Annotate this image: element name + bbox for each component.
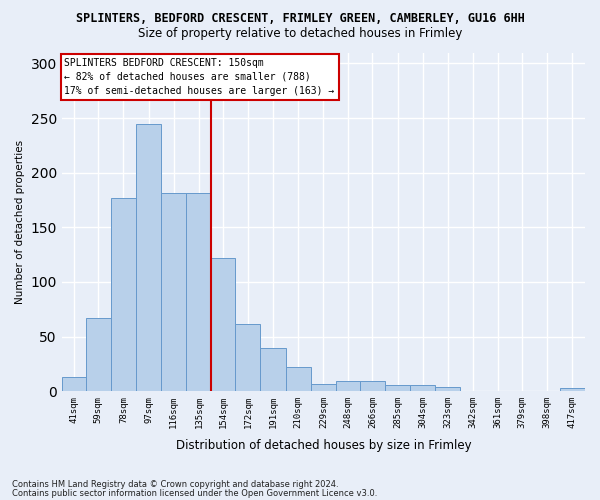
Text: Contains HM Land Registry data © Crown copyright and database right 2024.: Contains HM Land Registry data © Crown c… (12, 480, 338, 489)
Bar (311, 384, 336, 392)
Bar (86, 318, 111, 392)
Bar (136, 124, 161, 392)
Bar (436, 387, 460, 392)
Text: Contains public sector information licensed under the Open Government Licence v3: Contains public sector information licen… (12, 489, 377, 498)
Bar (161, 194, 187, 392)
Bar (111, 198, 136, 392)
Bar (286, 367, 311, 392)
Y-axis label: Number of detached properties: Number of detached properties (15, 140, 25, 304)
Bar (62, 377, 86, 392)
Bar (385, 384, 410, 392)
Bar (260, 348, 286, 392)
Text: Size of property relative to detached houses in Frimley: Size of property relative to detached ho… (138, 28, 462, 40)
Bar (410, 384, 436, 392)
Text: SPLINTERS BEDFORD CRESCENT: 150sqm
← 82% of detached houses are smaller (788)
17: SPLINTERS BEDFORD CRESCENT: 150sqm ← 82%… (64, 58, 335, 96)
Bar (336, 382, 360, 392)
Bar (211, 258, 235, 392)
Bar (187, 194, 211, 392)
Bar (235, 324, 260, 392)
X-axis label: Distribution of detached houses by size in Frimley: Distribution of detached houses by size … (176, 440, 471, 452)
Text: SPLINTERS, BEDFORD CRESCENT, FRIMLEY GREEN, CAMBERLEY, GU16 6HH: SPLINTERS, BEDFORD CRESCENT, FRIMLEY GRE… (76, 12, 524, 26)
Bar (360, 382, 385, 392)
Bar (560, 388, 585, 392)
